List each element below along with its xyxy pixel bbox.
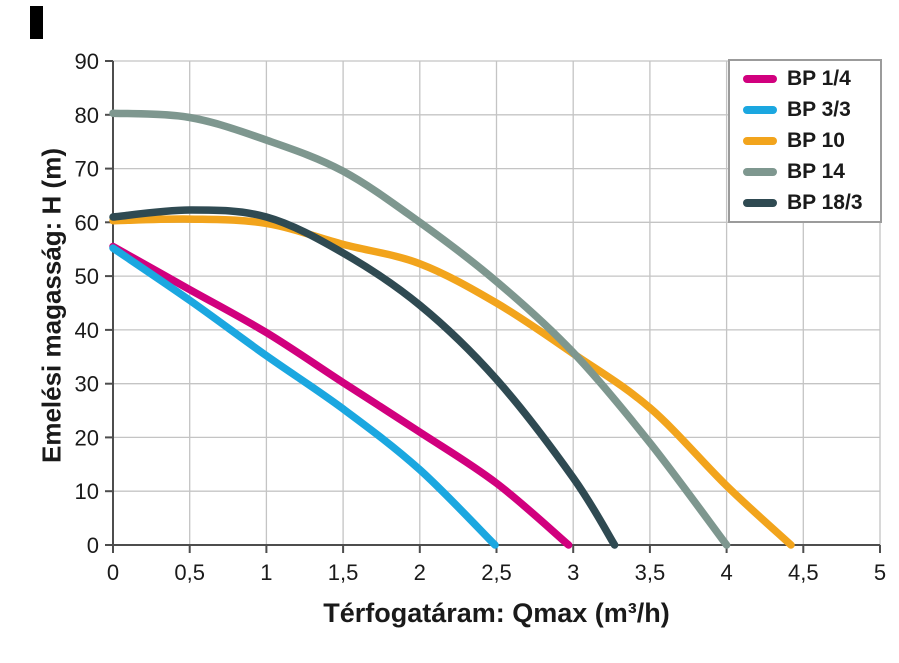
- legend-item-bp-3-3: BP 3/3: [743, 98, 880, 121]
- x-tick-label: 4: [720, 560, 732, 585]
- corner-mark: [30, 6, 43, 39]
- legend-swatch: [743, 137, 777, 145]
- x-tick-label: 4,5: [788, 560, 819, 585]
- x-tick-label: 2,5: [481, 560, 512, 585]
- legend-swatch: [743, 75, 777, 83]
- x-tick-label: 0: [107, 560, 119, 585]
- y-tick-label: 80: [75, 103, 99, 128]
- x-tick-label: 5: [874, 560, 886, 585]
- y-tick-label: 30: [75, 372, 99, 397]
- y-tick-label: 70: [75, 157, 99, 182]
- y-tick-label: 90: [75, 49, 99, 74]
- x-tick-label: 0,5: [174, 560, 205, 585]
- legend-swatch: [743, 199, 777, 207]
- y-tick-label: 0: [87, 533, 99, 558]
- x-tick-label: 1,5: [328, 560, 359, 585]
- curve-bp-3-3: [109, 244, 499, 549]
- x-axis-title: Térfogatáram: Qmax (m³/h): [323, 598, 670, 628]
- y-axis-title: Emelési magasság: H (m): [36, 148, 67, 464]
- legend-label: BP 14: [787, 160, 845, 183]
- legend-label: BP 10: [787, 129, 845, 152]
- legend-label: BP 3/3: [787, 98, 851, 121]
- y-tick-label: 50: [75, 264, 99, 289]
- y-tick-label: 60: [75, 210, 99, 235]
- legend-item-bp-10: BP 10: [743, 129, 880, 152]
- legend-item-bp-14: BP 14: [743, 160, 880, 183]
- legend-swatch: [743, 168, 777, 176]
- x-tick-label: 3,5: [635, 560, 666, 585]
- legend-swatch: [743, 106, 777, 114]
- curve-bp-14: [109, 109, 731, 549]
- legend-item-bp-18-3: BP 18/3: [743, 191, 880, 214]
- curve-bp-10: [109, 215, 795, 549]
- y-tick-label: 20: [75, 425, 99, 450]
- x-tick-label: 3: [567, 560, 579, 585]
- legend: BP 1/4 BP 3/3 BP 10 BP 14 BP 18/3: [728, 59, 882, 223]
- legend-label: BP 18/3: [787, 191, 863, 214]
- curve-bp-18-3: [109, 206, 619, 549]
- x-tick-label: 2: [414, 560, 426, 585]
- y-tick-label: 40: [75, 318, 99, 343]
- legend-label: BP 1/4: [787, 67, 851, 90]
- curve-bp-1-4: [109, 242, 573, 549]
- y-tick-label: 10: [75, 479, 99, 504]
- x-tick-label: 1: [260, 560, 272, 585]
- legend-item-bp-1-4: BP 1/4: [743, 67, 880, 90]
